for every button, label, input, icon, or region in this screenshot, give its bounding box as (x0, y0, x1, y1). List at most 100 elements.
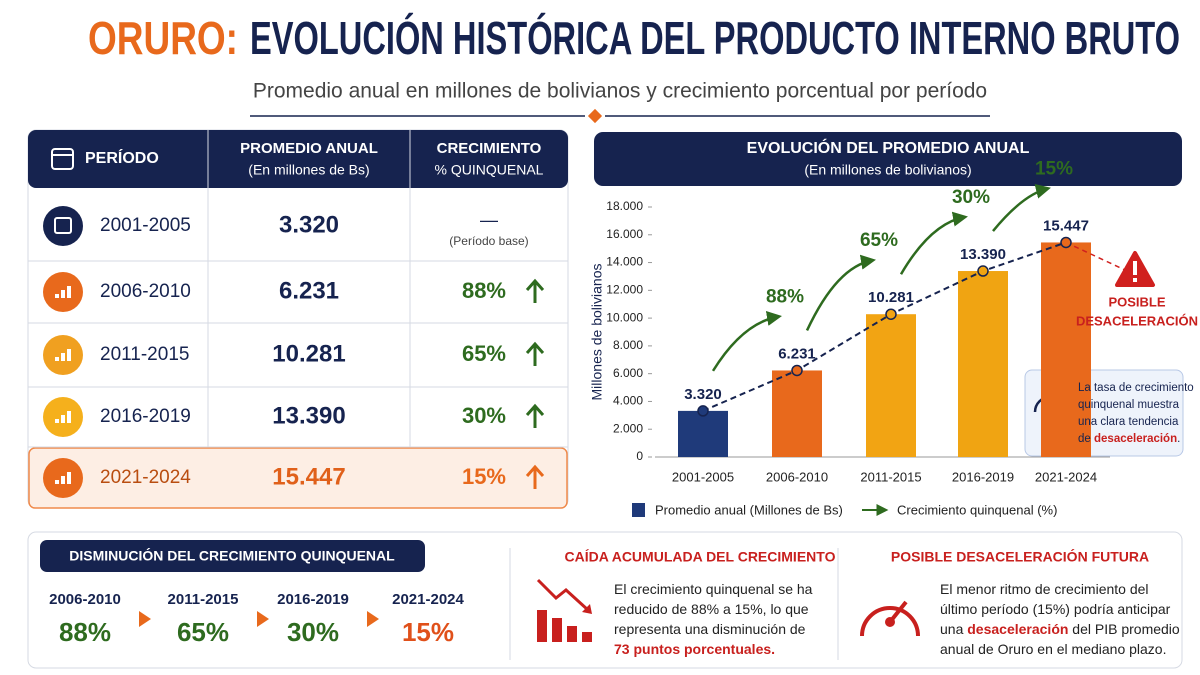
up-arrow (525, 341, 545, 366)
bar (1041, 242, 1091, 457)
text-segment: El menor ritmo de crecimiento del (940, 581, 1149, 597)
growth-arrow (711, 311, 782, 372)
growth-arrow (992, 183, 1051, 232)
text-segment: desaceleración (1094, 433, 1177, 445)
growth-label: 65% (860, 230, 898, 251)
column-header: (En millones de Bs) (248, 162, 369, 178)
summary-growth: 65% (177, 617, 229, 647)
point (977, 265, 989, 277)
text-line: quinquenal muestra (1078, 399, 1180, 411)
future-title: POSIBLE DESACELERACIÓN FUTURA (891, 548, 1149, 565)
column-header: PERÍODO (85, 148, 159, 167)
x-tick-label: 2011-2015 (860, 469, 921, 484)
growth-label: 30% (952, 187, 990, 208)
summary-arrow (367, 611, 379, 627)
average: 3.320 (279, 211, 339, 238)
column-header: CRECIMIENTO (437, 140, 542, 157)
summary-header (40, 540, 425, 572)
text-line: La tasa de crecimiento (1078, 382, 1194, 394)
row-icon-glyph (61, 415, 65, 423)
growth: 88% (462, 278, 506, 303)
chart-header (594, 132, 1182, 186)
summary-period: 2011-2015 (168, 591, 239, 608)
value-label: 15.447 (1043, 217, 1089, 234)
row-icon-glyph (54, 217, 72, 234)
summary-period: 2006-2010 (49, 591, 121, 608)
y-tick-label: 14.000 (606, 255, 643, 269)
legend-label: Crecimiento quinquenal (%) (897, 502, 1057, 517)
row-icon-glyph (55, 357, 59, 361)
y-tick-label: 2.000 (613, 421, 643, 435)
row-icon-glyph (67, 286, 71, 298)
up-arrow (525, 278, 545, 303)
text-line: último período (15%) podría anticipar (940, 601, 1171, 617)
growth-label: 15% (1035, 158, 1073, 179)
y-tick-label: 0 (636, 449, 643, 463)
row-icon-glyph (61, 353, 65, 361)
bar (772, 370, 822, 457)
table-header (28, 130, 568, 188)
text-segment: una clara tendencia (1078, 416, 1179, 428)
y-tick-label: 6.000 (613, 366, 643, 380)
text-segment: quinquenal muestra (1078, 399, 1180, 411)
summary-growth: 30% (287, 617, 339, 647)
subtitle: Promedio anual en millones de bolivianos… (253, 80, 987, 103)
title-prefix: ORURO: (88, 12, 238, 64)
growth-arrow (899, 211, 968, 275)
row-icon-glyph (55, 419, 59, 423)
growth: — (480, 210, 498, 230)
up-arrow (525, 464, 545, 489)
x-tick-label: 2006-2010 (766, 469, 828, 484)
summary-arrow (257, 611, 269, 627)
x-tick-label: 2021-2024 (1035, 469, 1097, 484)
x-tick-label: 2016-2019 (952, 469, 1014, 484)
falling-chart-icon (536, 578, 592, 642)
y-tick-label: 12.000 (606, 283, 643, 297)
text-segment: anual de Oruro en el mediano plazo. (940, 641, 1166, 657)
text-segment: desaceleración (967, 621, 1068, 637)
y-tick-label: 10.000 (606, 310, 643, 324)
row-highlight (28, 447, 568, 509)
growth: 15% (462, 464, 506, 489)
summary-title: DISMINUCIÓN DEL CRECIMIENTO QUINQUENAL (69, 547, 395, 564)
average: 13.390 (272, 402, 345, 429)
y-tick-label: 16.000 (606, 227, 643, 241)
average: 15.447 (272, 463, 345, 490)
row-icon-glyph (61, 476, 65, 484)
text-line: una clara tendencia (1078, 416, 1179, 428)
value-label: 6.231 (778, 345, 816, 362)
text-segment: una (940, 621, 967, 637)
legend-label: Promedio anual (Millones de Bs) (655, 502, 843, 517)
point (885, 308, 897, 320)
period: 2006-2010 (100, 281, 191, 302)
text-segment: reducido de 88% a 15%, lo que (614, 601, 809, 617)
text-segment: representa una disminución de (614, 621, 806, 637)
text-line: representa una disminución de (614, 621, 806, 637)
average: 6.231 (279, 277, 339, 304)
text-line: reducido de 88% a 15%, lo que (614, 601, 809, 617)
row-icon-glyph (55, 294, 59, 298)
text-segment: último período (15%) podría anticipar (940, 601, 1171, 617)
up-arrow (525, 403, 545, 428)
point (791, 364, 803, 377)
row-icon (43, 206, 83, 246)
period: 2016-2019 (100, 406, 191, 427)
growth-label: 88% (766, 286, 804, 307)
text-segment: 73 puntos porcentuales. (614, 641, 775, 657)
growth: 30% (462, 403, 506, 428)
text-line: El menor ritmo de crecimiento del (940, 581, 1149, 597)
text-line: anual de Oruro en el mediano plazo. (940, 641, 1166, 657)
bar (678, 410, 728, 457)
x-tick-label: 2001-2005 (672, 469, 734, 484)
bar (866, 314, 916, 457)
summary-growth: 15% (402, 617, 454, 647)
warning-icon (1115, 251, 1155, 287)
chart-title: EVOLUCIÓN DEL PROMEDIO ANUAL (747, 138, 1030, 157)
value-label: 10.281 (868, 289, 914, 306)
summary-growth: 88% (59, 617, 111, 647)
column-header: PROMEDIO ANUAL (240, 140, 378, 157)
drop-title: CAÍDA ACUMULADA DEL CRECIMIENTO (565, 549, 836, 565)
warning-line (1065, 241, 1126, 271)
period: 2011-2015 (100, 344, 189, 365)
